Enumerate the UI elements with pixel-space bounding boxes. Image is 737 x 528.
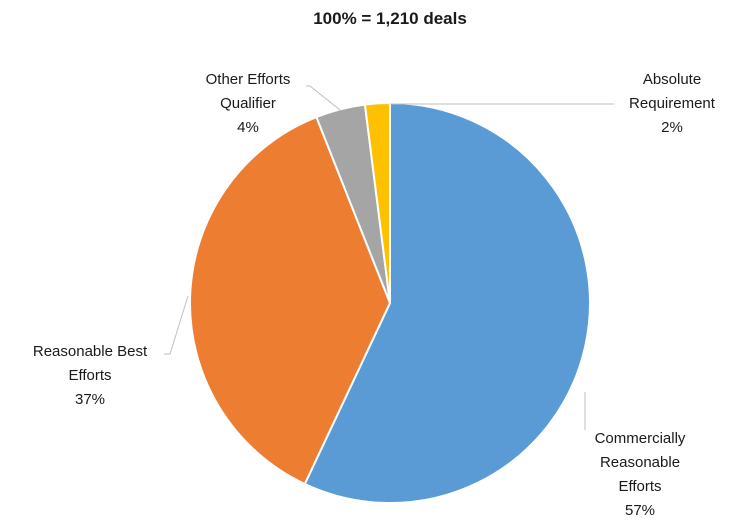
slice-category-label: Qualifier: [220, 95, 276, 112]
chart-title: 100% = 1,210 deals: [313, 9, 467, 28]
slice-percent-label: 2%: [661, 119, 683, 136]
slice-category-label: Efforts: [68, 367, 111, 384]
pie-slices: [189, 101, 591, 504]
slice-label-absolute-requirement: Absolute Requirement 2%: [629, 71, 716, 136]
leader-lines: [164, 85, 614, 430]
slice-category-label: Commercially: [595, 430, 686, 447]
slice-category-label: Absolute: [643, 71, 701, 88]
slice-percent-label: 37%: [75, 391, 105, 408]
slice-percent-label: 4%: [237, 119, 259, 136]
pie-slice-commercially-reasonable: [303, 101, 591, 504]
slice-category-label: Efforts: [618, 478, 661, 495]
slice-labels: Commercially Reasonable Efforts 57% Reasonab…: [33, 71, 716, 519]
slice-category-label: Reasonable Best: [33, 343, 148, 360]
slice-percent-label: 57%: [625, 502, 655, 519]
leader-line-other-efforts: [306, 85, 341, 111]
slice-label-reasonable-best: Reasonable Best Efforts 37%: [33, 343, 148, 408]
pie-slice-absolute-requirement: [363, 101, 391, 304]
slice-label-other-efforts: Other Efforts Qualifier 4%: [206, 71, 291, 136]
slice-label-commercially-reasonable: Commercially Reasonable Efforts 57%: [595, 430, 686, 519]
slice-category-label: Requirement: [629, 95, 716, 112]
leader-line-reasonable-best: [164, 295, 189, 355]
pie-slice-reasonable-best: [189, 115, 392, 486]
slice-category-label: Other Efforts: [206, 71, 291, 88]
slice-category-label: Reasonable: [600, 454, 680, 471]
